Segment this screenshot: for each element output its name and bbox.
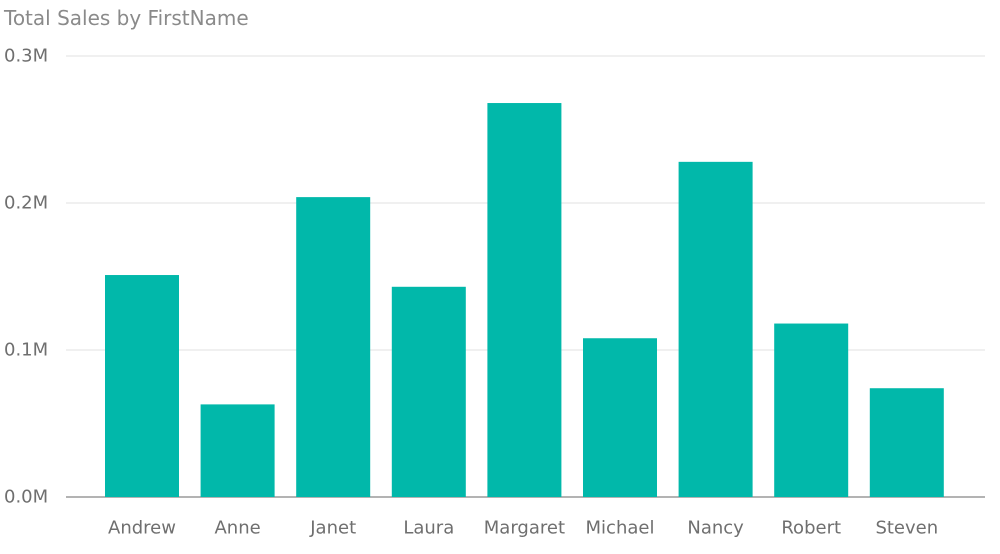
bars — [105, 103, 944, 497]
chart-title: Total Sales by FirstName — [4, 6, 249, 30]
x-tick-label: Nancy — [687, 518, 744, 539]
x-tick-label: Janet — [309, 518, 356, 539]
x-tick-label: Anne — [214, 518, 260, 539]
bar-anne[interactable] — [200, 404, 275, 497]
x-tick-label: Robert — [781, 518, 841, 539]
y-tick-label: 0.1M — [4, 340, 48, 361]
bar-robert[interactable] — [774, 323, 849, 497]
bar-steven[interactable] — [869, 388, 944, 497]
x-tick-label: Michael — [586, 518, 655, 539]
x-tick-label: Laura — [403, 518, 454, 539]
bar-margaret[interactable] — [487, 103, 562, 497]
y-axis-ticks: 0.0M 0.1M 0.2M 0.3M — [4, 46, 48, 508]
bar-janet[interactable] — [296, 197, 371, 497]
y-tick-label: 0.2M — [4, 193, 48, 214]
y-tick-label: 0.3M — [4, 46, 48, 67]
bar-laura[interactable] — [391, 286, 466, 497]
bar-andrew[interactable] — [105, 275, 179, 497]
bar-michael[interactable] — [583, 338, 657, 497]
x-tick-label: Andrew — [108, 518, 176, 539]
x-tick-label: Margaret — [484, 518, 565, 539]
y-tick-label: 0.0M — [4, 487, 48, 508]
bar-nancy[interactable] — [678, 161, 753, 497]
x-tick-label: Steven — [875, 518, 938, 539]
x-axis-ticks: Andrew Anne Janet Laura Margaret Michael Nancy… — [108, 518, 938, 539]
